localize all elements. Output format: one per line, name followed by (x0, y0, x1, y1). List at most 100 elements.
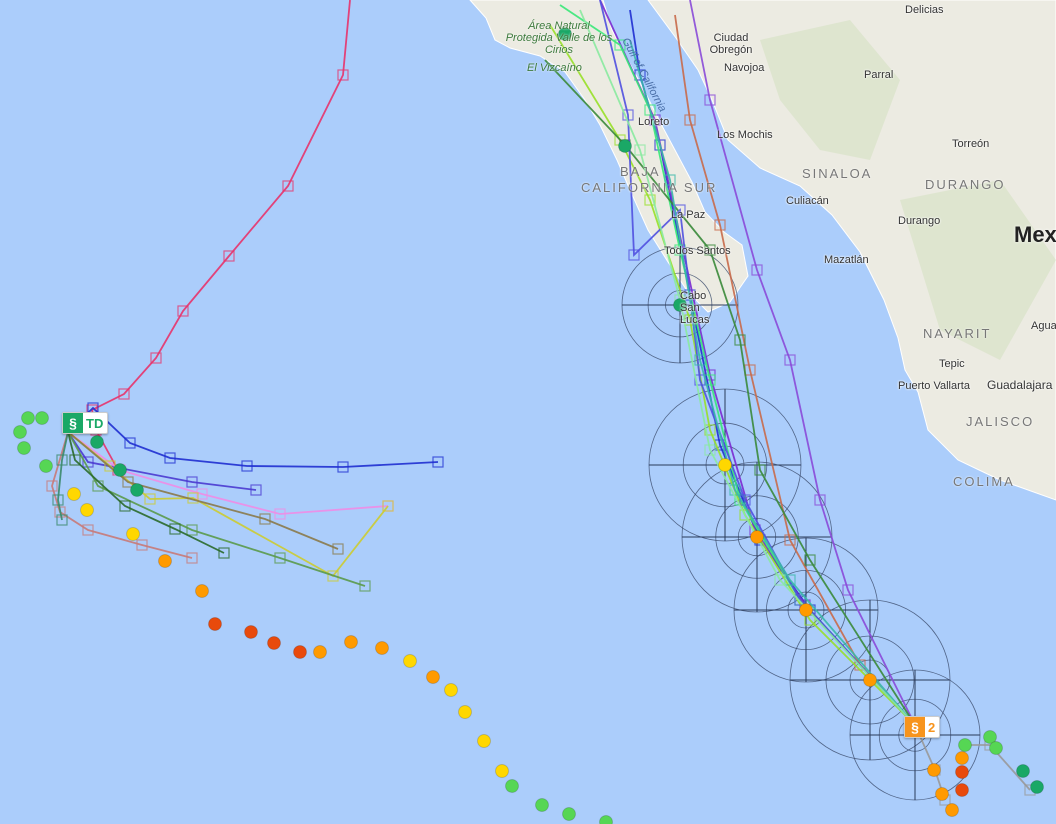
forecast-track-line (579, 9, 916, 726)
forecast-point-marker (644, 194, 656, 206)
hurricane-icon (477, 734, 491, 748)
forecast-point-marker (274, 552, 286, 564)
place-label: Parral (864, 69, 894, 81)
forecast-point-marker (814, 494, 826, 506)
country-label: Mex (1014, 222, 1056, 247)
state-label: NAYARIT (923, 326, 992, 341)
forecast-point-marker (56, 514, 68, 526)
hurricane-icon (599, 815, 613, 824)
park-label: El Vizcaíno (527, 62, 582, 74)
forecast-point-marker (704, 94, 716, 106)
hurricane-icon (863, 673, 877, 687)
hurricane-icon (945, 803, 959, 817)
hurricane-icon: § (63, 413, 83, 433)
hurricane-icon (195, 584, 209, 598)
hurricane-icon (618, 139, 632, 153)
forecast-point-marker (282, 180, 294, 192)
hurricane-icon (444, 683, 458, 697)
hurricane-icon (927, 763, 941, 777)
forecast-point-marker (82, 524, 94, 536)
hurricane-icon (13, 425, 27, 439)
forecast-point-marker (218, 547, 230, 559)
forecast-point-marker (56, 454, 68, 466)
forecast-point-marker (186, 476, 198, 488)
forecast-point-marker (327, 570, 339, 582)
forecast-point-marker (259, 513, 271, 525)
hurricane-icon (1016, 764, 1030, 778)
state-label: CALIFORNIA SUR (581, 180, 718, 195)
hurricane-icon: § (905, 717, 925, 737)
hurricane-icon (562, 807, 576, 821)
place-label: Cabo San Lucas (680, 290, 710, 326)
mainland-mexico (647, 0, 1056, 501)
hurricane-icon (113, 463, 127, 477)
forecast-point-marker (432, 456, 444, 468)
hurricane-icon (495, 764, 509, 778)
hurricane-icon (1030, 780, 1044, 794)
place-label: Loreto (638, 116, 670, 128)
place-label: Guadalajara (987, 378, 1053, 392)
hurricane-icon (935, 787, 949, 801)
state-label: COLIMA (953, 474, 1015, 489)
forecast-point-marker (186, 552, 198, 564)
forecast-point-marker (684, 114, 696, 126)
hurricane-icon (126, 527, 140, 541)
hurricane-icon (983, 730, 997, 744)
forecast-point-marker (614, 39, 626, 51)
hurricane-icon (313, 645, 327, 659)
forecast-point-marker (118, 388, 130, 400)
forecast-point-marker (52, 494, 64, 506)
place-label: Delicias (905, 4, 944, 16)
place-label: Agua (1031, 320, 1056, 332)
state-label: JALISCO (966, 414, 1035, 429)
forecast-point-marker (46, 480, 58, 492)
hurricane-icon (267, 636, 281, 650)
place-label: Todos Santos (664, 245, 731, 257)
storm-badge-2[interactable]: § 2 (904, 716, 941, 738)
hurricane-icon (244, 625, 258, 639)
forecast-point-marker (804, 554, 816, 566)
storm-markers-layer[interactable] (13, 27, 1044, 824)
hurricane-icon (344, 635, 358, 649)
green-region (760, 20, 1056, 360)
storm-label: 2 (928, 719, 936, 735)
hurricane-icon (958, 738, 972, 752)
forecast-point-marker (734, 334, 746, 346)
forecast-track-line (629, 39, 916, 726)
forecast-point-marker (69, 454, 81, 466)
forecast-track-line (51, 431, 193, 559)
hurricane-icon (130, 483, 144, 497)
forecast-track-line (67, 431, 257, 491)
place-label: Puerto Vallarta (898, 380, 970, 392)
hurricane-icon (989, 741, 1003, 755)
forecast-point-marker (794, 594, 806, 606)
forecast-track-line (965, 744, 1031, 791)
place-label: Durango (898, 215, 941, 227)
storm-badge-td[interactable]: § TD (62, 412, 109, 434)
storm-label: TD (86, 415, 104, 431)
forecast-track-line (67, 431, 389, 515)
hurricane-icon (90, 435, 104, 449)
forecast-point-marker (136, 539, 148, 551)
forecast-point-marker (842, 584, 854, 596)
hurricane-icon (208, 617, 222, 631)
forecast-point-marker (704, 444, 716, 456)
state-label: BAJA (620, 164, 661, 179)
state-label: SINALOA (802, 166, 873, 181)
forecast-point-marker (784, 534, 796, 546)
forecast-point-marker (337, 461, 349, 473)
hurricane-icon (799, 603, 813, 617)
forecast-point-marker (337, 69, 349, 81)
place-label: Culiacán (786, 195, 829, 207)
park-label: Área Natural Protegida Valle de los Ciri… (505, 20, 613, 56)
forecast-track-line (90, 0, 351, 471)
hurricane-icon (955, 765, 969, 779)
forecast-point-marker (774, 574, 786, 586)
forecast-track-line (57, 431, 69, 521)
hurricane-icon (375, 641, 389, 655)
hurricane-icon (505, 779, 519, 793)
hurricane-icon (458, 705, 472, 719)
forecast-point-marker (177, 305, 189, 317)
hurricane-icon (67, 487, 81, 501)
